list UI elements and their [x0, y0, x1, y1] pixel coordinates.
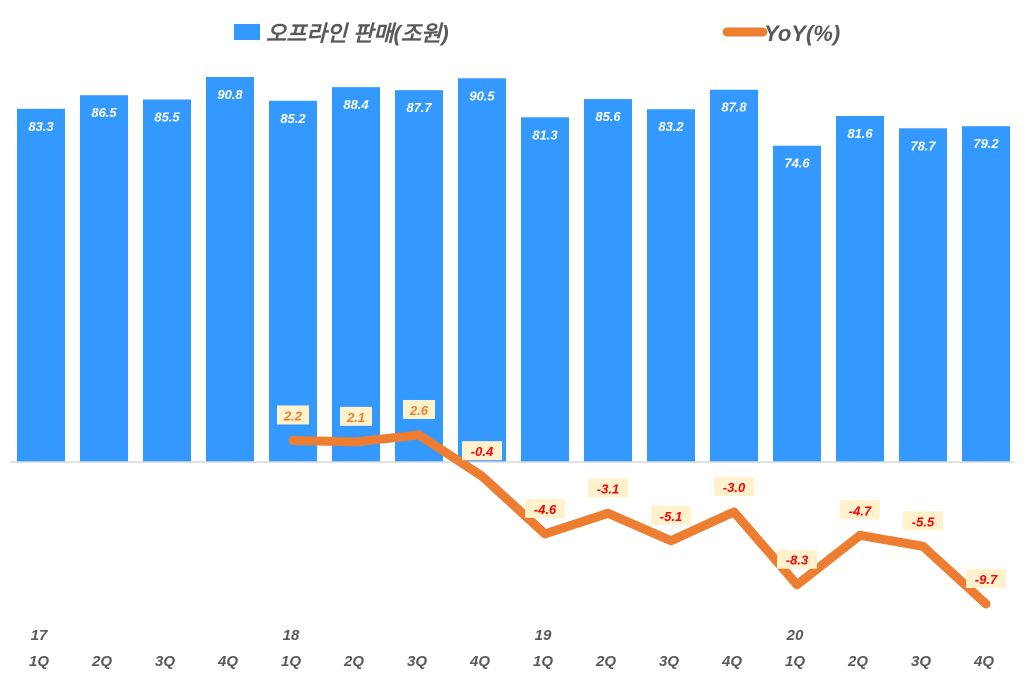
- yoy-value-label: 2.2: [283, 408, 303, 423]
- yoy-value-label: -0.4: [471, 444, 494, 459]
- x-tick-label: 2Q: [847, 653, 868, 670]
- x-tick-label: 3Q: [659, 653, 679, 670]
- yoy-label-box: [840, 500, 880, 520]
- x-tick-label: 1Q: [281, 653, 301, 670]
- bar: [17, 108, 65, 463]
- x-tick-label: 3Q: [407, 653, 427, 670]
- yoy-label-box: [462, 441, 502, 461]
- legend-label-yoy: YoY(%): [764, 21, 840, 46]
- yoy-value-label: -5.5: [912, 514, 935, 529]
- x-tick-label: 2Q: [343, 653, 364, 670]
- x-tick-label: 2Q: [91, 653, 112, 670]
- legend-label-sales: 오프라인 판매(조원): [266, 21, 449, 46]
- bar-value-label: 83.3: [28, 119, 54, 134]
- x-tick-label: 2Q: [595, 653, 616, 670]
- bar: [458, 78, 506, 462]
- x-tick-label: 3Q: [911, 653, 931, 670]
- x-tick-label: 4Q: [721, 653, 742, 670]
- bar-value-label: 74.6: [784, 156, 810, 171]
- yoy-label-box: [714, 476, 754, 496]
- x-year-label: 18: [283, 627, 300, 644]
- bar: [584, 99, 632, 462]
- yoy-value-label: -4.7: [849, 503, 872, 518]
- yoy-label-box: [903, 511, 943, 531]
- yoy-label-box: [277, 405, 309, 425]
- bar: [143, 99, 191, 462]
- bar-value-label: 88.4: [343, 97, 369, 112]
- bar: [206, 77, 254, 463]
- x-year-label: 20: [786, 627, 804, 644]
- bar: [836, 116, 884, 463]
- bar: [647, 109, 695, 463]
- yoy-value-label: 2.6: [409, 403, 429, 418]
- x-tick-label: 4Q: [973, 653, 994, 670]
- bar-value-label: 83.2: [658, 119, 684, 134]
- bar: [332, 87, 380, 463]
- yoy-value-label: -4.6: [534, 502, 557, 517]
- yoy-label-box: [403, 399, 435, 419]
- yoy-label-box: [340, 406, 372, 426]
- yoy-value-label: -3.1: [597, 481, 619, 496]
- x-year-label: 17: [31, 627, 48, 644]
- x-tick-label: 3Q: [155, 653, 175, 670]
- yoy-label-box: [966, 568, 1006, 588]
- bar-value-label: 86.5: [91, 105, 117, 120]
- bar: [773, 145, 821, 463]
- yoy-label-box: [588, 478, 628, 498]
- yoy-line: [288, 430, 991, 609]
- legend: 오프라인 판매(조원) YoY(%): [234, 21, 840, 46]
- legend-swatch-sales: [234, 24, 260, 40]
- bar: [899, 128, 947, 462]
- yoy-value-label: -9.7: [975, 572, 998, 587]
- yoy-value-label: 2.1: [346, 410, 365, 425]
- bar: [521, 117, 569, 463]
- bar-value-label: 81.6: [847, 126, 873, 141]
- yoy-value-label: -3.0: [723, 480, 746, 495]
- yoy-label-box: [525, 498, 565, 518]
- yoy-label-box: [777, 549, 817, 569]
- bar-value-label: 87.7: [406, 100, 432, 115]
- bar: [962, 126, 1010, 462]
- bar-value-label: 81.3: [532, 127, 558, 142]
- x-tick-label: 1Q: [785, 653, 805, 670]
- bar: [269, 100, 317, 462]
- bar-value-label: 85.2: [280, 111, 306, 126]
- x-tick-label: 1Q: [533, 653, 553, 670]
- bar-value-label: 90.8: [217, 87, 243, 102]
- yoy-label-box: [651, 505, 691, 525]
- bar-value-label: 90.5: [469, 88, 495, 103]
- bar-value-label: 79.2: [973, 136, 999, 151]
- bar-value-label: 85.6: [595, 109, 621, 124]
- bar-value-label: 78.7: [910, 138, 936, 153]
- x-year-label: 19: [535, 627, 552, 644]
- bar: [80, 95, 128, 463]
- bar: [710, 89, 758, 462]
- bar-value-label: 87.8: [721, 100, 747, 115]
- x-tick-label: 1Q: [29, 653, 49, 670]
- x-tick-label: 4Q: [469, 653, 490, 670]
- x-tick-label: 4Q: [217, 653, 238, 670]
- yoy-value-label: -8.3: [786, 553, 809, 568]
- yoy-value-label: -5.1: [660, 509, 682, 524]
- bar-value-label: 85.5: [154, 109, 180, 124]
